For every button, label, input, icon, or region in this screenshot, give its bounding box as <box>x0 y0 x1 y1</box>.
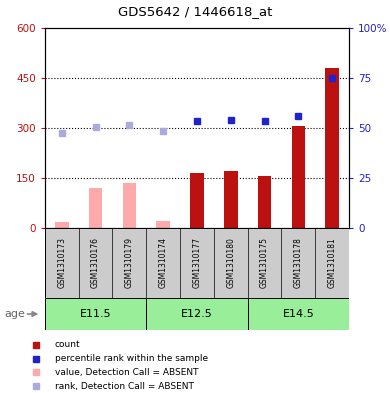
Text: GSM1310176: GSM1310176 <box>91 237 100 288</box>
Bar <box>190 173 204 228</box>
Text: GSM1310181: GSM1310181 <box>328 238 337 288</box>
Bar <box>292 126 305 228</box>
Text: GSM1310175: GSM1310175 <box>260 237 269 288</box>
Text: GSM1310174: GSM1310174 <box>159 237 168 288</box>
Bar <box>122 183 136 228</box>
Text: E14.5: E14.5 <box>282 309 314 319</box>
Text: GDS5642 / 1446618_at: GDS5642 / 1446618_at <box>118 5 272 18</box>
Text: GSM1310177: GSM1310177 <box>192 237 202 288</box>
Bar <box>89 188 102 228</box>
Text: GSM1310178: GSM1310178 <box>294 237 303 288</box>
Text: GSM1310173: GSM1310173 <box>57 237 66 288</box>
Bar <box>156 220 170 228</box>
Bar <box>325 68 339 228</box>
Bar <box>55 222 69 228</box>
Bar <box>224 171 238 228</box>
Text: percentile rank within the sample: percentile rank within the sample <box>55 354 207 363</box>
Text: count: count <box>55 340 80 349</box>
Text: E12.5: E12.5 <box>181 309 213 319</box>
Text: GSM1310179: GSM1310179 <box>125 237 134 288</box>
Text: E11.5: E11.5 <box>80 309 112 319</box>
Text: age: age <box>4 309 25 319</box>
Text: GSM1310180: GSM1310180 <box>226 237 235 288</box>
Bar <box>45 298 146 330</box>
Bar <box>146 298 248 330</box>
Text: rank, Detection Call = ABSENT: rank, Detection Call = ABSENT <box>55 382 193 391</box>
Bar <box>248 298 349 330</box>
Text: value, Detection Call = ABSENT: value, Detection Call = ABSENT <box>55 368 198 377</box>
Bar <box>258 176 271 228</box>
